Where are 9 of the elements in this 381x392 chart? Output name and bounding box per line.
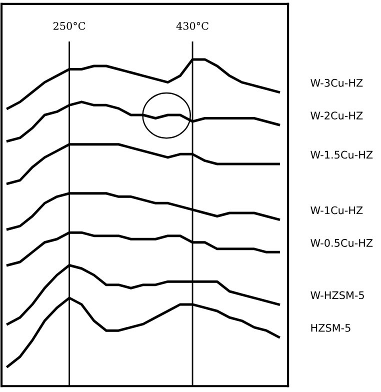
text: W-2Cu-HZ <box>310 112 363 120</box>
text: W-HZSM-5 <box>310 291 364 300</box>
text: 250°C <box>53 22 86 30</box>
text: W-1Cu-HZ <box>310 206 363 214</box>
text: W-0.5Cu-HZ <box>310 238 373 247</box>
text: HZSM-5 <box>311 324 350 332</box>
text: W-3Cu-HZ <box>310 78 363 87</box>
text: 430°C <box>176 22 208 30</box>
text: W-1.5Cu-HZ <box>310 150 373 159</box>
